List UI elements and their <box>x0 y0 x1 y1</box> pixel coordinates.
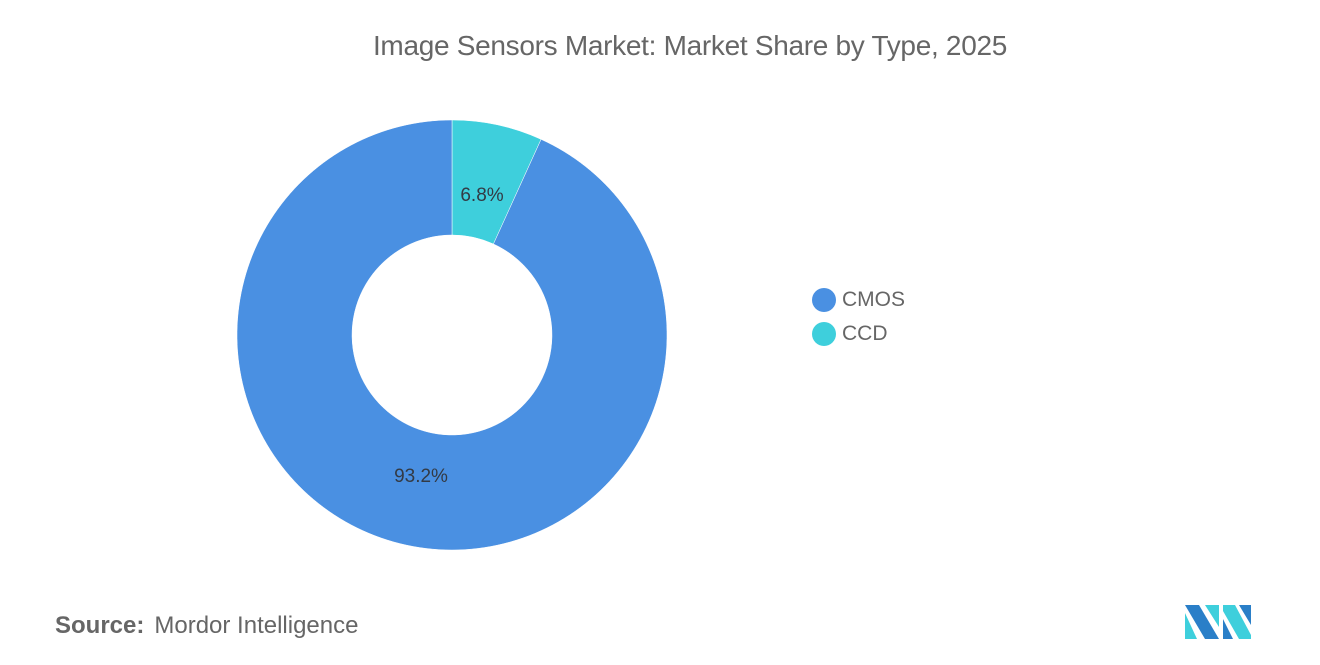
source-text: Mordor Intelligence <box>154 612 359 639</box>
slice-label-cmos: 93.2% <box>394 466 448 487</box>
legend-label: CMOS <box>842 288 905 311</box>
donut-slices <box>236 119 668 551</box>
legend-dot-icon <box>812 288 836 312</box>
chart-legend: CMOS CCD <box>812 283 905 351</box>
mordor-intelligence-logo-icon <box>1185 605 1251 639</box>
legend-item-cmos[interactable]: CMOS <box>812 283 905 317</box>
source-label: Source: <box>55 612 145 639</box>
legend-item-ccd[interactable]: CCD <box>812 317 905 351</box>
legend-dot-icon <box>812 322 836 346</box>
legend-label: CCD <box>842 322 888 345</box>
slice-cmos[interactable] <box>236 119 668 551</box>
slice-label-ccd: 6.8% <box>460 185 503 206</box>
source-note: Source: Mordor Intelligence <box>55 612 358 640</box>
chart-title: Image Sensors Market: Market Share by Ty… <box>372 30 1008 61</box>
